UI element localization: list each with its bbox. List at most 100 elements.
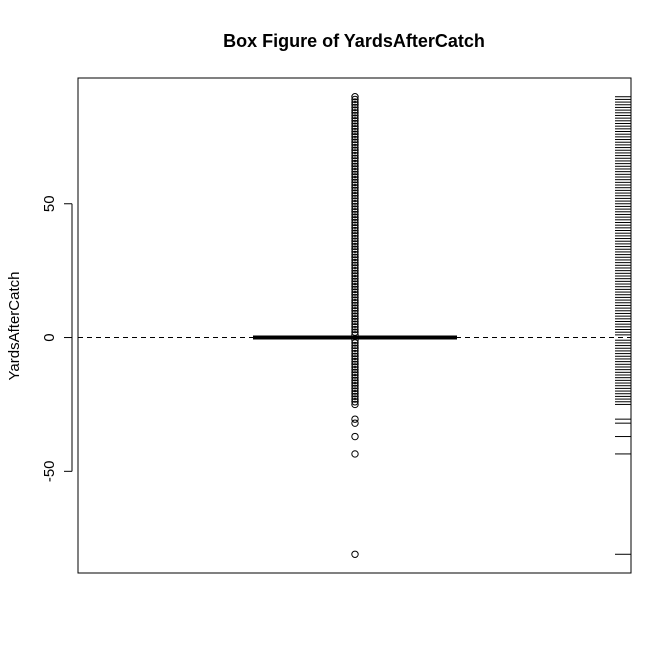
outlier-point <box>351 192 359 200</box>
plot-frame <box>77 77 632 574</box>
outlier-point <box>351 210 359 219</box>
outlier-point <box>351 363 359 371</box>
outlier-point <box>351 256 359 264</box>
outlier-point <box>351 376 359 385</box>
outlier-point <box>351 202 359 211</box>
outlier-point <box>351 325 359 334</box>
y-axis-ticks: -50 0 50 <box>41 195 72 482</box>
outlier-point <box>351 261 359 269</box>
outlier-point <box>351 109 359 117</box>
outlier-point <box>351 450 359 458</box>
outlier-point <box>351 141 359 149</box>
outlier-point <box>351 103 359 112</box>
outlier-point <box>351 347 359 355</box>
outlier-point <box>351 253 359 261</box>
outlier-point <box>351 415 359 423</box>
rug-marks <box>615 96 631 555</box>
outlier-point <box>351 181 359 189</box>
outlier-point <box>351 301 359 310</box>
outlier-point <box>351 272 359 280</box>
outlier-point <box>351 299 359 307</box>
outlier-point <box>351 344 359 352</box>
outlier-point <box>351 266 359 275</box>
outlier-point <box>351 154 359 162</box>
outlier-point <box>351 390 359 398</box>
outlier-point <box>351 133 359 141</box>
outlier-point <box>351 208 359 216</box>
outlier-point <box>351 186 359 195</box>
outlier-point <box>351 178 359 187</box>
outlier-point <box>351 248 359 256</box>
outlier-point <box>351 122 359 130</box>
outlier-point <box>351 293 359 302</box>
outlier-point <box>351 320 359 328</box>
outlier-point <box>351 291 359 299</box>
outlier-point <box>351 392 359 401</box>
outlier-point <box>351 240 359 248</box>
outlier-point <box>351 331 359 339</box>
outlier-point <box>351 304 359 312</box>
outlier-point <box>351 221 359 229</box>
outlier-point <box>351 307 359 315</box>
y-tick-label: 50 <box>41 195 58 212</box>
outlier-point <box>351 200 359 208</box>
outlier-point <box>351 309 359 318</box>
outlier-point <box>351 146 359 154</box>
outlier-point <box>351 352 359 360</box>
outlier-point <box>351 224 359 232</box>
outlier-point <box>351 245 359 253</box>
outlier-point <box>351 269 359 278</box>
outlier-point <box>351 371 359 379</box>
outlier-point <box>351 218 359 227</box>
outlier-point <box>351 130 359 138</box>
outlier-point <box>351 550 359 558</box>
outlier-point <box>351 138 359 146</box>
outlier-point <box>351 341 359 350</box>
outlier-point <box>351 395 359 403</box>
outlier-point <box>351 258 359 267</box>
y-tick-label: 0 <box>41 333 58 341</box>
outlier-point <box>351 317 359 326</box>
outlier-point <box>351 106 359 114</box>
outlier-point <box>351 226 359 235</box>
y-tick-label: -50 <box>41 460 58 482</box>
outlier-point <box>351 384 359 393</box>
outlier-point <box>351 205 359 213</box>
outlier-point <box>351 432 359 441</box>
outlier-point <box>351 234 359 243</box>
outlier-point <box>351 288 359 296</box>
outlier-point <box>351 175 359 184</box>
outlier-point <box>351 323 359 331</box>
outlier-point <box>351 95 359 104</box>
outlier-point <box>351 315 359 323</box>
outlier-point <box>351 143 359 152</box>
outlier-point <box>351 194 359 203</box>
outlier-point <box>351 189 359 197</box>
outlier-point <box>351 98 359 106</box>
outlier-point <box>351 360 359 368</box>
outlier-point <box>351 355 359 363</box>
outlier-point <box>351 232 359 240</box>
outlier-point <box>351 213 359 221</box>
outlier-point <box>351 250 359 259</box>
outlier-point <box>351 339 359 347</box>
outlier-point <box>351 382 359 390</box>
outlier-point <box>351 264 359 272</box>
outlier-point <box>351 197 359 205</box>
outlier-point <box>351 349 359 358</box>
y-axis-label: YardsAfterCatch <box>6 272 23 381</box>
outlier-point <box>351 368 359 377</box>
outlier-point <box>351 365 359 374</box>
outlier-point <box>351 242 359 251</box>
outlier-point <box>351 151 359 160</box>
outlier-point <box>351 93 359 101</box>
outlier-point <box>351 283 359 291</box>
outlier-point <box>351 387 359 395</box>
outlier-point <box>351 111 359 120</box>
outlier-point <box>351 398 359 406</box>
outlier-point <box>351 379 359 387</box>
chart-title: Box Figure of YardsAfterCatch <box>223 31 485 51</box>
outlier-point <box>351 357 359 366</box>
outlier-point <box>351 280 359 288</box>
